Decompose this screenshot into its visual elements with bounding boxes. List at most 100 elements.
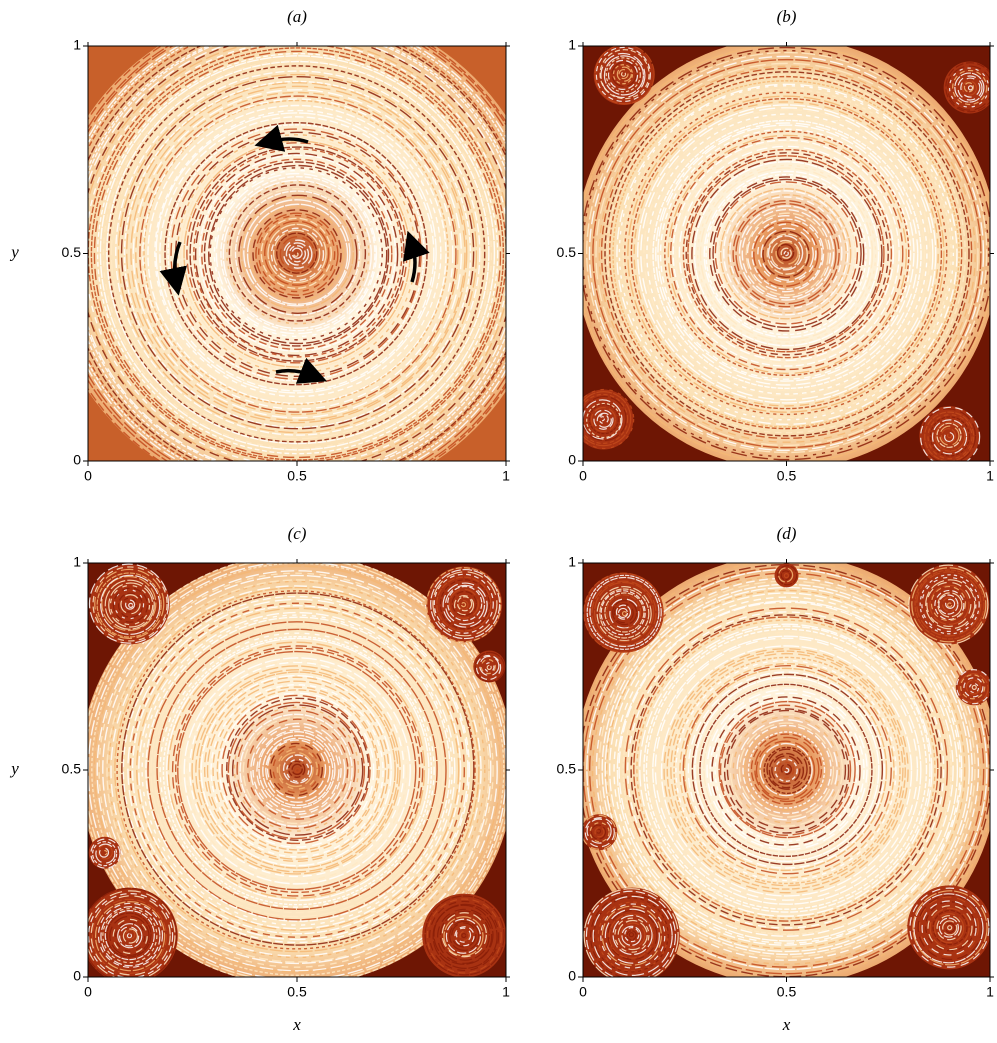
streak <box>115 70 481 436</box>
streak <box>583 388 635 450</box>
streak <box>138 611 456 930</box>
streak <box>604 586 970 953</box>
streak <box>174 647 421 894</box>
streak <box>738 722 835 818</box>
streak <box>735 203 837 305</box>
x-tick-label: 1 <box>502 468 510 484</box>
streak <box>607 59 639 90</box>
streak <box>938 917 960 938</box>
streak <box>747 731 826 809</box>
streak <box>226 697 370 842</box>
streak <box>143 99 449 406</box>
streak <box>929 416 970 457</box>
streak <box>777 565 798 586</box>
vortex <box>909 564 990 645</box>
streak <box>117 73 478 434</box>
streak <box>191 665 401 875</box>
streak <box>227 701 366 840</box>
streak <box>611 61 637 88</box>
streak <box>925 901 976 952</box>
streak <box>588 55 985 452</box>
streak <box>637 104 937 404</box>
vortex <box>943 61 990 114</box>
streak <box>98 572 494 968</box>
streak <box>265 737 331 803</box>
streak <box>920 406 981 461</box>
streak <box>583 399 623 440</box>
streak <box>221 694 371 845</box>
streak <box>242 716 351 825</box>
streak <box>732 716 841 824</box>
streak <box>726 709 847 830</box>
streak <box>185 660 408 882</box>
streak <box>927 905 973 951</box>
streak <box>451 590 477 617</box>
streak <box>206 680 387 860</box>
streak <box>149 105 444 400</box>
streak <box>586 574 662 650</box>
x-tick-label: 1 <box>986 468 994 484</box>
streak <box>480 658 496 675</box>
streak <box>106 60 490 445</box>
streak <box>931 419 968 455</box>
streak <box>590 406 617 433</box>
streak <box>957 75 983 101</box>
streak <box>243 199 351 307</box>
streak <box>91 898 167 974</box>
arrow <box>275 357 327 384</box>
streak <box>282 754 313 784</box>
streak <box>200 674 392 867</box>
streak <box>590 893 676 977</box>
streak <box>104 579 155 630</box>
streak <box>595 828 602 834</box>
streak <box>685 152 889 356</box>
streak <box>945 62 990 113</box>
streak <box>936 915 962 941</box>
streak <box>219 692 375 848</box>
streak <box>612 80 960 428</box>
streak <box>591 580 657 646</box>
streak <box>147 621 447 921</box>
streak <box>248 205 345 302</box>
streak <box>608 913 654 959</box>
streak <box>667 134 907 375</box>
panel-title: (c) <box>288 524 307 543</box>
streak <box>596 586 652 642</box>
streak <box>771 755 801 785</box>
streak <box>768 752 805 789</box>
streak <box>445 918 482 954</box>
streak <box>285 242 310 266</box>
streak <box>603 55 645 96</box>
streak <box>183 657 411 885</box>
streak <box>675 659 897 882</box>
streak <box>783 573 789 579</box>
streak <box>109 915 150 956</box>
y-tick-label: 1 <box>73 37 81 53</box>
x-tick-label: 0.5 <box>287 468 307 484</box>
streak <box>429 900 500 972</box>
streak <box>605 57 641 93</box>
streak <box>147 104 447 405</box>
streak <box>617 607 629 619</box>
streak <box>711 696 861 846</box>
streak <box>670 136 904 371</box>
streak <box>599 416 606 422</box>
streak <box>455 927 472 943</box>
streak <box>766 233 808 275</box>
streak <box>98 847 110 858</box>
streak <box>167 641 426 899</box>
y-tick-label: 1 <box>568 554 576 570</box>
streak <box>198 154 397 352</box>
streak <box>630 97 943 410</box>
streak <box>643 108 931 397</box>
streak <box>971 684 977 690</box>
streak <box>604 592 645 633</box>
streak <box>714 698 858 843</box>
streak <box>139 95 457 413</box>
streak <box>119 926 140 947</box>
streak <box>780 763 793 775</box>
streak <box>694 676 880 863</box>
streak <box>286 758 310 783</box>
streak <box>627 95 945 413</box>
streak <box>750 733 823 805</box>
